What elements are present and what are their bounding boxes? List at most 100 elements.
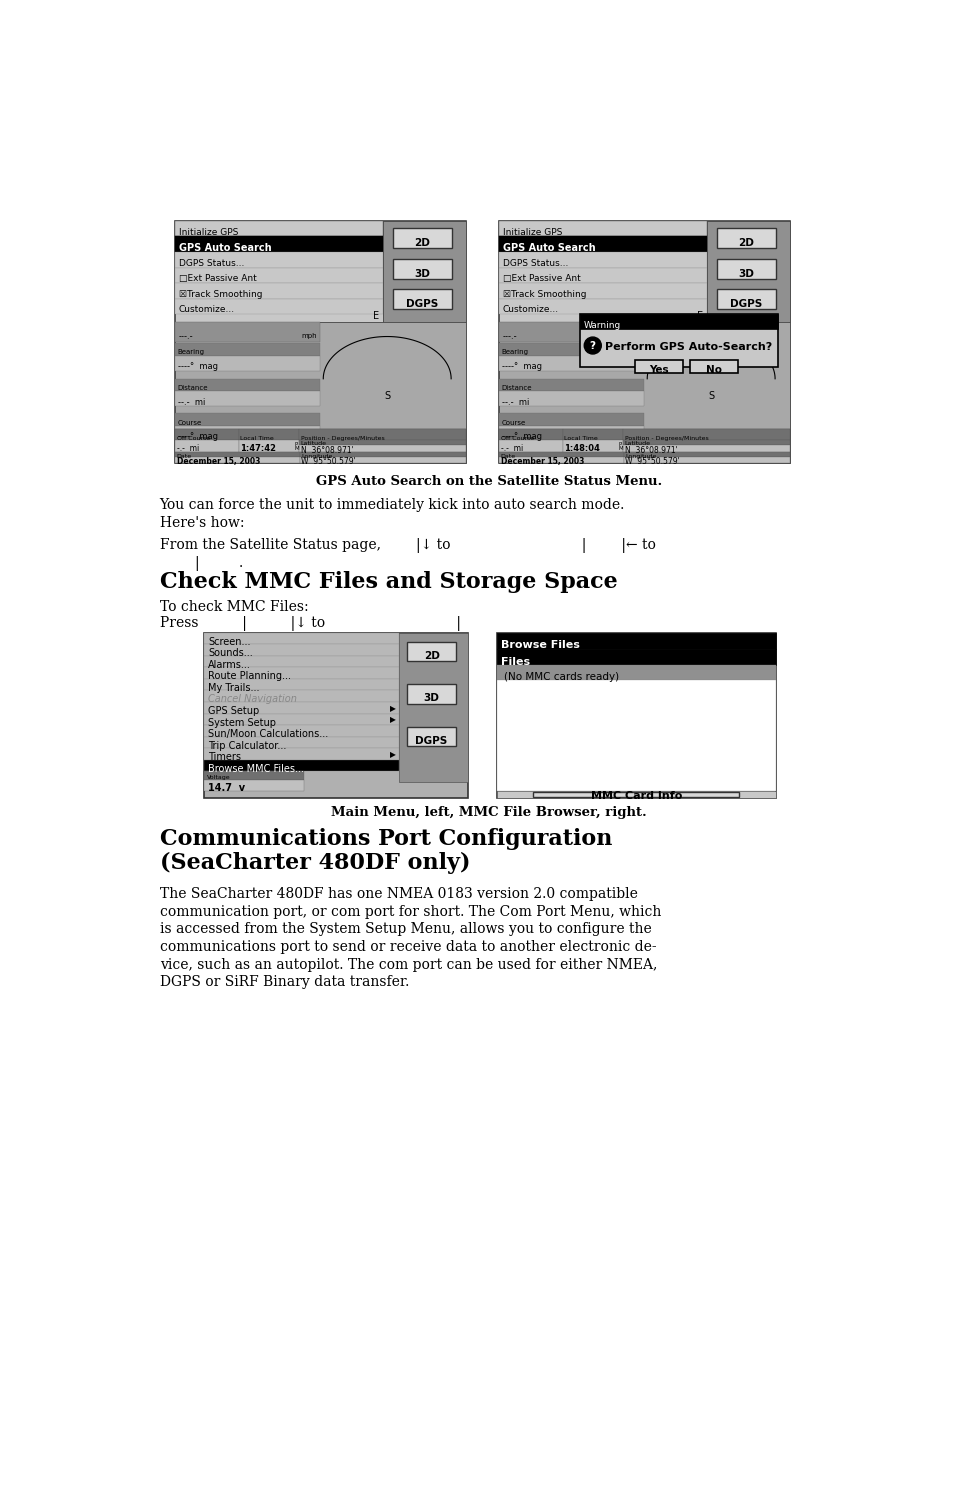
Bar	[298, 445, 465, 452]
Text: MMC Card Info: MMC Card Info	[591, 791, 682, 801]
Bar	[498, 391, 643, 406]
Text: -.-  mi: -.- mi	[176, 445, 198, 454]
Bar	[579, 314, 778, 367]
Text: M: M	[618, 446, 622, 451]
Text: Sounds...: Sounds...	[208, 648, 253, 659]
Text: Sun/Moon Calculations...: Sun/Moon Calculations...	[208, 729, 328, 739]
Bar	[204, 702, 398, 714]
Bar	[497, 633, 776, 799]
Text: DGPS: DGPS	[406, 299, 438, 309]
Text: □Ext Passive Ant: □Ext Passive Ant	[179, 274, 256, 284]
Text: GPS Auto Search: GPS Auto Search	[502, 242, 595, 253]
Bar	[497, 633, 776, 648]
Bar	[406, 727, 456, 746]
Text: No: No	[705, 364, 720, 375]
Text: ☒Track Smoothing: ☒Track Smoothing	[502, 290, 586, 299]
Text: December 15, 2003: December 15, 2003	[500, 457, 583, 465]
Bar	[204, 714, 398, 726]
Bar	[174, 425, 319, 442]
Text: 2D: 2D	[738, 238, 754, 248]
Bar	[174, 430, 465, 464]
Text: -.-  mi: -.- mi	[500, 445, 522, 454]
Bar	[497, 791, 776, 799]
Text: ----°  mag: ----° mag	[178, 363, 218, 372]
Text: Bearing: Bearing	[177, 349, 204, 355]
Bar	[238, 430, 298, 440]
Text: S: S	[384, 391, 390, 400]
Bar	[398, 633, 468, 782]
Bar	[635, 360, 682, 373]
Bar	[716, 228, 776, 248]
Text: Position - Degrees/Minutes: Position - Degrees/Minutes	[624, 436, 707, 440]
Bar	[204, 680, 398, 690]
Bar	[533, 793, 739, 797]
Text: Cancel Navigation: Cancel Navigation	[208, 694, 297, 705]
Text: To check MMC Files:: To check MMC Files:	[159, 601, 308, 614]
Text: Local Time: Local Time	[240, 436, 274, 440]
Text: E: E	[373, 311, 379, 321]
Bar	[393, 259, 452, 278]
Bar	[174, 220, 465, 464]
Text: Latitude: Latitude	[624, 442, 650, 446]
Bar	[498, 413, 643, 425]
Bar	[716, 259, 776, 278]
Text: ----°  mag: ----° mag	[501, 363, 541, 372]
Text: Timers: Timers	[208, 752, 241, 763]
Bar	[174, 268, 382, 283]
Bar	[174, 452, 299, 457]
Text: Off Course: Off Course	[500, 436, 534, 440]
Text: You can force the unit to immediately kick into auto search mode.: You can force the unit to immediately ki…	[159, 498, 624, 512]
Bar	[382, 220, 465, 323]
Bar	[174, 299, 382, 314]
Text: is accessed from the System Setup Menu, allows you to configure the: is accessed from the System Setup Menu, …	[159, 922, 651, 937]
Text: --.-  mi: --.- mi	[501, 397, 529, 406]
Text: December 15, 2003: December 15, 2003	[176, 457, 260, 465]
Bar	[174, 253, 382, 268]
Bar	[498, 430, 789, 464]
Bar	[497, 648, 776, 665]
Text: Alarms...: Alarms...	[208, 660, 251, 669]
Text: ▶: ▶	[390, 715, 395, 724]
Text: ▶: ▶	[390, 703, 395, 712]
Bar	[498, 355, 643, 370]
Text: GPS Setup: GPS Setup	[208, 706, 259, 717]
Text: |         .: | .	[159, 556, 243, 571]
Bar	[238, 440, 298, 452]
Text: P: P	[618, 442, 621, 448]
Text: Local Time: Local Time	[563, 436, 598, 440]
Text: 3D: 3D	[738, 269, 754, 278]
Text: Voltage: Voltage	[207, 775, 231, 781]
Text: Check MMC Files and Storage Space: Check MMC Files and Storage Space	[159, 571, 617, 593]
Text: Date: Date	[500, 454, 516, 458]
Text: 3D: 3D	[415, 269, 430, 278]
Text: GPS Auto Search on the Satellite Status Menu.: GPS Auto Search on the Satellite Status …	[315, 474, 661, 488]
Bar	[174, 413, 319, 425]
Bar	[393, 228, 452, 248]
Bar	[174, 343, 319, 355]
Bar	[174, 379, 319, 391]
Text: mph: mph	[301, 333, 316, 339]
Text: Customize...: Customize...	[179, 305, 234, 314]
Bar	[393, 290, 452, 309]
Text: 3D: 3D	[423, 693, 439, 703]
Bar	[497, 665, 776, 681]
Bar	[562, 440, 622, 452]
Text: (SeaCharter 480DF only): (SeaCharter 480DF only)	[159, 852, 470, 874]
Bar	[204, 726, 398, 736]
Text: --.-  mi: --.- mi	[178, 397, 205, 406]
Text: DGPS Status...: DGPS Status...	[179, 259, 244, 268]
Text: Bearing: Bearing	[500, 349, 528, 355]
Bar	[498, 299, 706, 314]
Text: Position - Degrees/Minutes: Position - Degrees/Minutes	[300, 436, 384, 440]
Text: S: S	[707, 391, 714, 400]
Bar	[406, 684, 456, 703]
Text: Longitude: Longitude	[301, 454, 333, 458]
Text: My Trails...: My Trails...	[208, 683, 259, 693]
Text: M: M	[294, 446, 298, 451]
Text: ▶: ▶	[390, 749, 395, 758]
Text: N  36°08.971': N 36°08.971'	[624, 446, 677, 455]
Text: 2D: 2D	[423, 651, 439, 660]
Text: E: E	[697, 311, 702, 321]
Text: vice, such as an autopilot. The com port can be used for either NMEA,: vice, such as an autopilot. The com port…	[159, 958, 657, 971]
Bar	[204, 748, 398, 760]
